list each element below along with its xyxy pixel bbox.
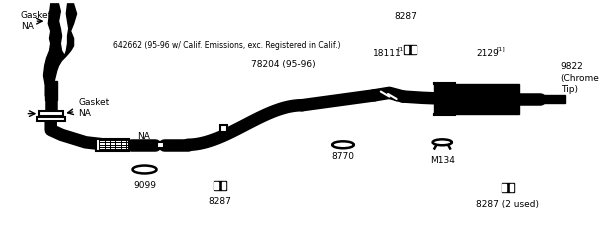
- Polygon shape: [45, 80, 57, 100]
- Text: NA: NA: [137, 132, 149, 140]
- Bar: [157, 142, 163, 148]
- Text: Gasket
NA: Gasket NA: [78, 98, 110, 118]
- Bar: [510, 184, 513, 191]
- Text: M134: M134: [430, 156, 454, 165]
- Text: 642662 (95-96 w/ Calif. Emissions, exc. Registered in Calif.): 642662 (95-96 w/ Calif. Emissions, exc. …: [113, 42, 340, 50]
- Bar: [220, 124, 227, 132]
- Text: 2129: 2129: [476, 49, 499, 58]
- Bar: [39, 112, 63, 116]
- Text: Gasket
NA: Gasket NA: [21, 11, 52, 32]
- Bar: [405, 46, 408, 54]
- Text: 8287: 8287: [394, 12, 417, 21]
- Bar: [434, 84, 518, 114]
- Bar: [404, 45, 417, 54]
- Text: 8770: 8770: [331, 152, 354, 161]
- Bar: [502, 183, 514, 192]
- Text: 78204 (95-96): 78204 (95-96): [251, 60, 315, 69]
- Bar: [222, 182, 225, 189]
- Bar: [214, 181, 226, 190]
- Bar: [96, 139, 129, 151]
- Text: 8287 (2 used): 8287 (2 used): [476, 200, 539, 209]
- Text: 8287: 8287: [208, 197, 231, 206]
- Text: [1]: [1]: [398, 46, 406, 51]
- Bar: [540, 95, 565, 103]
- Text: 9099: 9099: [133, 180, 156, 190]
- Bar: [503, 184, 506, 191]
- Text: 18111: 18111: [373, 49, 402, 58]
- Bar: [214, 182, 218, 189]
- Text: [1]: [1]: [497, 46, 505, 51]
- Text: 9822
(Chrome
Tip): 9822 (Chrome Tip): [561, 62, 600, 94]
- Bar: [412, 46, 416, 54]
- Polygon shape: [43, 4, 77, 105]
- Bar: [37, 117, 65, 121]
